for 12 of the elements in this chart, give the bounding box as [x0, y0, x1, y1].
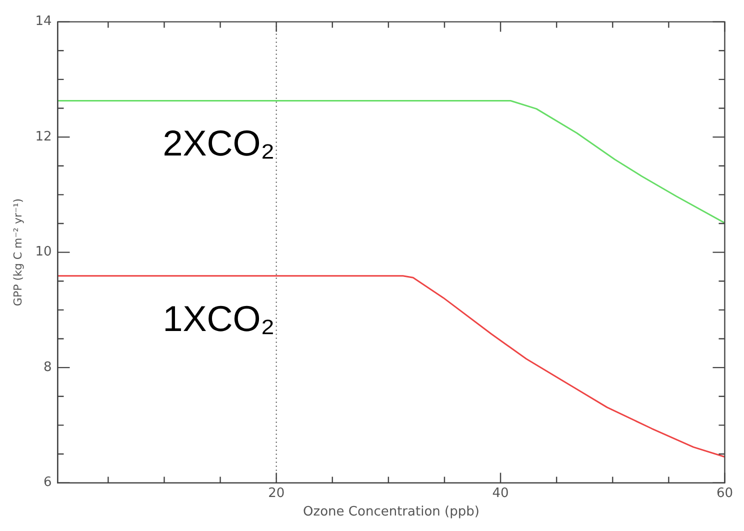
y-tick-label: 12 [35, 129, 52, 144]
y-tick-label: 14 [35, 14, 52, 30]
y-tick-label: 8 [43, 360, 52, 375]
y-tick-label: 10 [35, 244, 52, 260]
x-tick-label: 20 [268, 486, 285, 501]
x-tick-label: 60 [716, 486, 733, 501]
x-axis-title: Ozone Concentration (ppb) [303, 504, 480, 520]
series-label: 2XCO₂ [162, 122, 275, 164]
series-label: 1XCO₂ [162, 298, 275, 339]
x-tick-label: 40 [492, 486, 509, 501]
y-tick-label: 6 [43, 475, 52, 490]
y-axis-title: GPP (kg C m⁻² yr⁻¹) [11, 198, 24, 306]
